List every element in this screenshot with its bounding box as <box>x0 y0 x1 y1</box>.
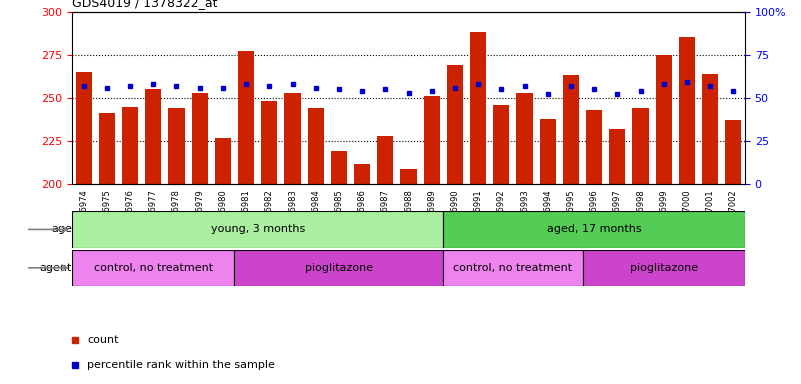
Bar <box>563 75 579 184</box>
Bar <box>702 74 718 184</box>
Bar <box>517 93 533 184</box>
Bar <box>168 108 184 184</box>
Bar <box>424 96 440 184</box>
Text: pioglitazone: pioglitazone <box>630 263 698 273</box>
Bar <box>308 108 324 184</box>
Bar <box>610 129 626 184</box>
Text: GDS4019 / 1378322_at: GDS4019 / 1378322_at <box>72 0 218 9</box>
Bar <box>72 211 443 248</box>
Bar <box>72 250 235 286</box>
Bar <box>443 250 582 286</box>
Bar <box>284 93 300 184</box>
Bar <box>238 51 254 184</box>
Bar <box>678 37 695 184</box>
Bar <box>633 108 649 184</box>
Bar <box>725 121 742 184</box>
Bar <box>400 169 417 184</box>
Bar <box>582 250 745 286</box>
Bar <box>447 65 463 184</box>
Text: control, no treatment: control, no treatment <box>453 263 573 273</box>
Bar <box>99 114 115 184</box>
Bar <box>493 105 509 184</box>
Text: young, 3 months: young, 3 months <box>211 224 305 235</box>
Text: percentile rank within the sample: percentile rank within the sample <box>87 360 275 370</box>
Bar <box>145 89 162 184</box>
Bar <box>470 32 486 184</box>
Bar <box>377 136 393 184</box>
Bar <box>331 152 347 184</box>
Text: age: age <box>51 224 72 235</box>
Bar <box>540 119 556 184</box>
Bar <box>122 107 139 184</box>
Text: pioglitazone: pioglitazone <box>305 263 373 273</box>
Bar <box>354 164 370 184</box>
Bar <box>235 250 443 286</box>
Text: count: count <box>87 335 119 345</box>
Bar <box>586 110 602 184</box>
Bar <box>261 101 277 184</box>
Bar <box>75 72 92 184</box>
Text: agent: agent <box>40 263 72 273</box>
Bar <box>191 93 207 184</box>
Bar <box>215 138 231 184</box>
Text: control, no treatment: control, no treatment <box>94 263 213 273</box>
Bar <box>655 55 672 184</box>
Bar <box>443 211 745 248</box>
Text: aged, 17 months: aged, 17 months <box>547 224 642 235</box>
